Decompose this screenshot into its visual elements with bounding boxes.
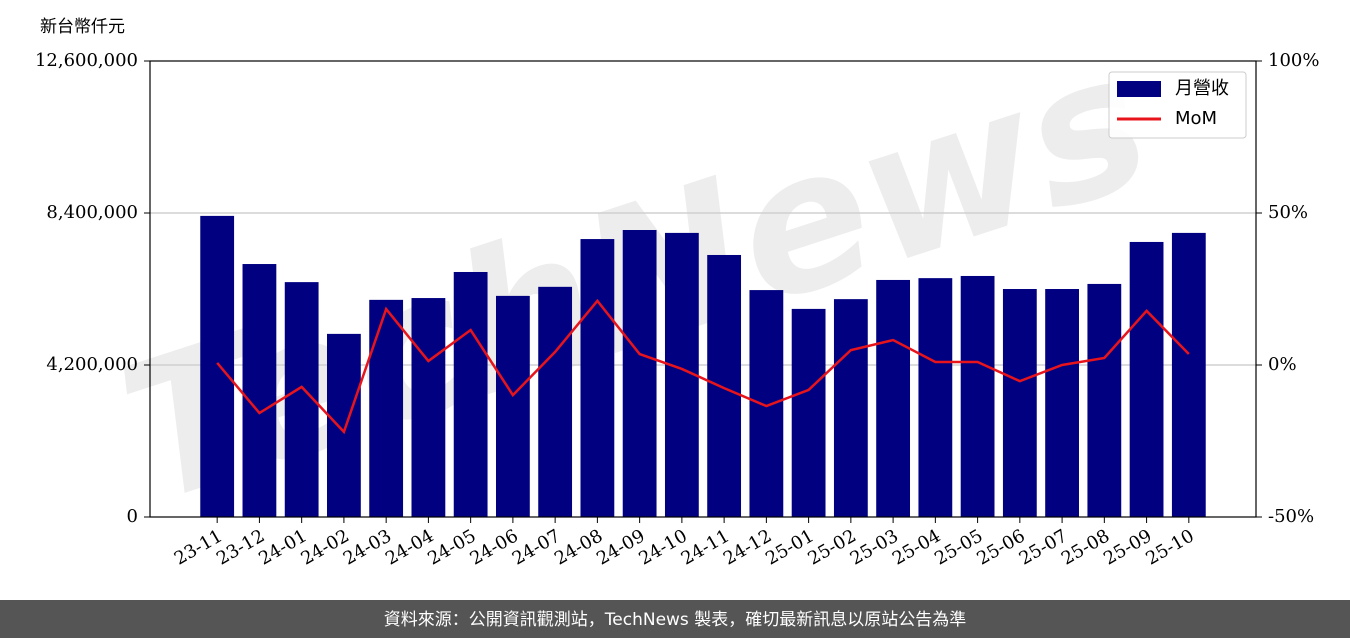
bar	[1129, 241, 1164, 517]
bar	[538, 286, 573, 517]
bar	[327, 333, 361, 517]
bar	[1002, 289, 1037, 517]
bar	[1087, 283, 1122, 517]
y-tick-label: 4,200,000	[46, 354, 138, 375]
plot-frame	[149, 60, 1257, 518]
bar	[453, 271, 488, 517]
bar	[411, 298, 446, 517]
y-tick-label: 12,600,000	[35, 50, 138, 71]
bar	[369, 299, 404, 517]
bar	[200, 215, 235, 517]
bar	[918, 278, 953, 517]
bar	[495, 295, 530, 517]
legend-swatch	[1117, 81, 1161, 97]
bar	[622, 230, 657, 517]
y-axis-label: 新台幣仟元	[40, 17, 125, 37]
y2-tick-label: 0%	[1268, 354, 1297, 375]
bar	[707, 254, 742, 517]
line	[216, 298, 1190, 435]
bar	[1171, 232, 1206, 517]
bar	[580, 239, 615, 518]
y-tick-label: 8,400,000	[46, 202, 138, 223]
y2-tick-label: 100%	[1268, 50, 1319, 71]
footer-bar	[0, 600, 1350, 638]
bar	[242, 264, 277, 517]
bar	[960, 275, 995, 517]
y-tick-label: 0	[127, 506, 138, 527]
x-tick-label: 25-10	[1142, 525, 1197, 569]
y2-tick-label: -50%	[1268, 506, 1314, 527]
footer-source: 資料來源：公開資訊觀測站，TechNews 製表，確切最新訊息以原站公告為準	[384, 610, 966, 630]
bar	[876, 279, 911, 517]
legend-label: MoM	[1175, 108, 1217, 129]
bar	[791, 308, 826, 517]
bar	[749, 290, 784, 517]
bar	[1045, 289, 1079, 517]
bar	[833, 299, 868, 517]
y2-tick-label: 50%	[1268, 202, 1308, 223]
legend-label: 月營收	[1175, 78, 1229, 99]
